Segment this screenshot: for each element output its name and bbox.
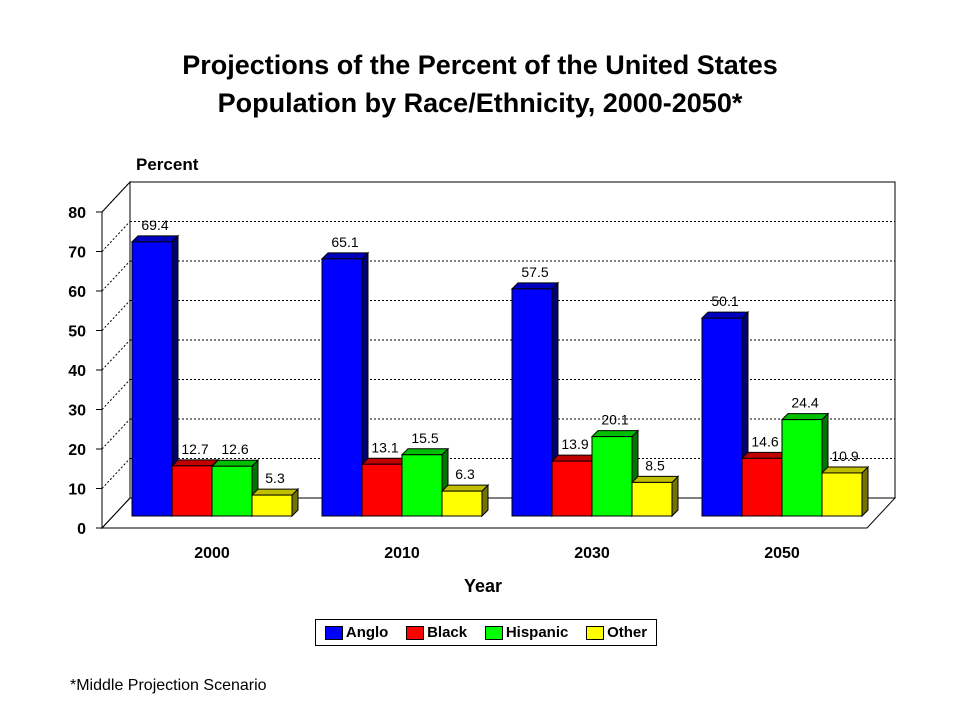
data-label: 50.1 [711,293,738,309]
gridline-side [101,260,131,292]
bar-black-2010 [361,463,403,517]
bar-other-2030 [631,481,673,517]
gridline-side [101,300,131,331]
bar-top [440,484,490,492]
y-tick-label: 70 [68,245,86,262]
y-tick-label: 30 [68,403,86,420]
legend-swatch [406,625,425,640]
gridlines [101,181,895,489]
data-label: 12.7 [181,441,208,457]
data-label: 20.1 [601,412,628,428]
data-label: 5.3 [265,470,285,486]
legend: Anglo Black Hispanic Other [315,619,657,646]
bar-top [820,466,870,474]
data-label: 8.5 [645,457,665,473]
x-axis: 2000 2010 2030 2050 [194,545,800,562]
bar-top [170,459,220,467]
legend-swatch [324,625,343,640]
x-tick-label: 2010 [384,545,420,562]
bar-top [630,475,680,483]
legend-item-other: Other [586,624,647,641]
bar-black-2030 [551,460,593,517]
legend-swatch [484,625,503,640]
bar-top [550,454,600,462]
data-labels: 69.4 12.7 12.6 5.3 65.1 13.1 15.5 6.3 57.5 13.9 20… [141,217,858,486]
x-tick-label: 2050 [764,545,800,562]
bar-anglo-2030 [511,288,553,517]
chart-title-line-1: Projections of the Percent of the United… [182,50,778,80]
data-label: 69.4 [141,217,168,233]
y-tick-label: 80 [68,205,86,222]
floor [101,497,897,529]
bar-side [861,465,869,518]
bar-top [320,252,370,260]
legend-item-black: Black [406,624,467,641]
legend-label: Black [427,624,468,641]
gridline-side [101,181,131,213]
bar-top [510,282,560,290]
gridline-side [101,418,131,450]
data-label: 10.9 [831,448,858,464]
bar-top [740,451,790,459]
bar-top [210,459,260,467]
bar-black-2000 [171,465,213,517]
data-label: 12.6 [221,441,248,457]
y-tick-label: 60 [68,284,86,301]
chart-title: Projections of the Percent of the United… [0,46,960,122]
x-tick-label: 2030 [574,545,610,562]
legend-item-anglo: Anglo [324,624,389,641]
y-tick-label: 40 [68,363,86,380]
legend-label: Other [607,624,648,641]
bars [130,234,870,518]
bar-top [590,430,640,438]
y-tick-label: 50 [68,324,86,341]
bar-hispanic-2000 [211,465,253,517]
data-label: 57.5 [521,264,548,280]
bar-top [250,488,300,496]
legend-label: Hispanic [505,624,569,641]
y-axis: 0 10 20 30 40 50 60 70 80 [68,205,103,538]
gridline-side [101,379,131,410]
gridline-side [101,221,131,252]
bar-other-2010 [441,490,483,517]
y-tick-label: 20 [68,442,86,459]
data-label: 24.4 [791,395,818,411]
bar-top [700,311,750,319]
legend-item-hispanic: Hispanic [484,624,569,641]
legend-label: Anglo [345,624,389,641]
y-axis-label: Percent [136,155,199,174]
chart-title-line-2: Population by Race/Ethnicity, 2000-2050* [217,88,743,118]
data-label: 13.9 [561,436,588,452]
legend-swatch [586,625,605,640]
footnote: *Middle Projection Scenario [70,677,267,694]
x-axis-label: Year [464,576,502,596]
x-tick-label: 2000 [194,545,230,562]
bar-side [671,475,679,518]
bar-hispanic-2050 [781,419,823,517]
bar-other-2050 [821,472,863,517]
gridline-side [101,339,131,371]
bar-top [360,457,410,465]
data-label: 15.5 [411,430,438,446]
bar-anglo-2050 [701,317,743,517]
bar-top [780,413,830,421]
bar-top [400,448,450,456]
bar-anglo-2010 [321,258,363,517]
gridline-side [101,458,131,489]
data-label: 65.1 [331,234,358,250]
data-label: 13.1 [371,439,398,455]
y-tick-label: 10 [68,482,86,499]
data-label: 6.3 [455,466,475,482]
bar-hispanic-2030 [591,436,633,517]
bar-other-2000 [251,494,293,517]
bar-top [130,235,180,243]
y-tick-label: 0 [77,521,86,538]
bar-hispanic-2010 [401,454,443,517]
bar-black-2050 [741,457,783,517]
data-label: 14.6 [751,433,778,449]
bar-anglo-2000 [131,241,173,517]
